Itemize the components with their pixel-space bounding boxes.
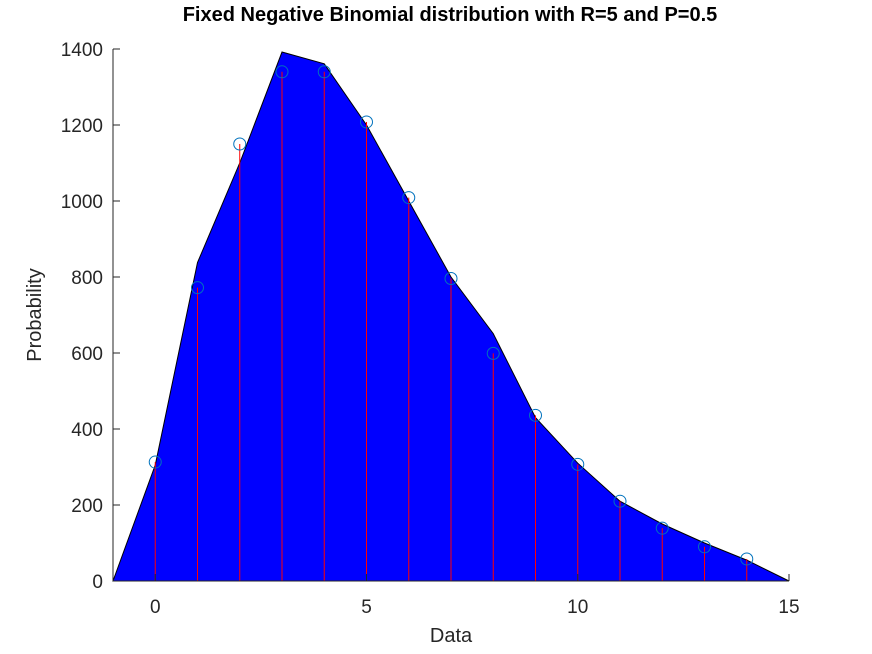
circle-marker-icon <box>571 457 585 471</box>
circle-marker-icon <box>148 455 162 469</box>
stem-point <box>529 408 542 581</box>
circle-marker-icon <box>233 137 247 151</box>
circle-marker-icon <box>613 494 627 508</box>
stem-point <box>402 191 416 581</box>
stem-point <box>655 521 669 581</box>
stem-series <box>148 65 754 581</box>
circle-marker-icon <box>655 521 669 535</box>
circle-marker-icon <box>486 346 500 360</box>
stem-point <box>486 346 500 581</box>
x-tick-label: 0 <box>150 597 161 618</box>
stem-point <box>444 272 458 581</box>
y-tick-label: 400 <box>71 420 103 441</box>
stem-point <box>317 65 331 581</box>
x-tick-label: 5 <box>361 597 372 618</box>
stem-point <box>233 137 247 581</box>
circle-marker-icon <box>360 115 373 129</box>
y-tick-label: 0 <box>92 572 103 593</box>
circle-marker-icon <box>317 65 331 79</box>
y-tick-label: 1000 <box>61 192 103 213</box>
y-tick-label: 600 <box>71 344 103 365</box>
stem-point <box>698 540 711 581</box>
y-tick-label: 800 <box>71 268 103 289</box>
x-axis-label: Data <box>430 625 473 647</box>
circle-marker-icon <box>275 65 289 79</box>
y-axis-label: Probability <box>24 268 46 361</box>
circle-marker-icon <box>698 540 711 554</box>
circle-marker-icon <box>402 191 416 205</box>
chart-title: Fixed Negative Binomial distribution wit… <box>182 4 718 26</box>
circle-marker-icon <box>529 408 542 422</box>
stem-point <box>571 457 585 581</box>
stem-point <box>275 65 289 581</box>
x-tick-label: 10 <box>567 597 588 618</box>
y-tick-label: 1400 <box>61 40 103 61</box>
stem-point <box>613 494 627 581</box>
y-tick-label: 1200 <box>61 116 103 137</box>
x-tick-label: 15 <box>778 597 799 618</box>
stem-point <box>740 552 754 581</box>
axes: 0 200 400 600 800 1000 1200 1400 0 5 10 15 <box>61 40 800 618</box>
circle-marker-icon <box>191 281 204 295</box>
stem-point <box>148 455 162 581</box>
y-tick-label: 200 <box>71 496 103 517</box>
circle-marker-icon <box>740 552 754 566</box>
circle-marker-icon <box>444 272 458 286</box>
stem-point <box>191 281 204 581</box>
stem-point <box>360 115 373 581</box>
